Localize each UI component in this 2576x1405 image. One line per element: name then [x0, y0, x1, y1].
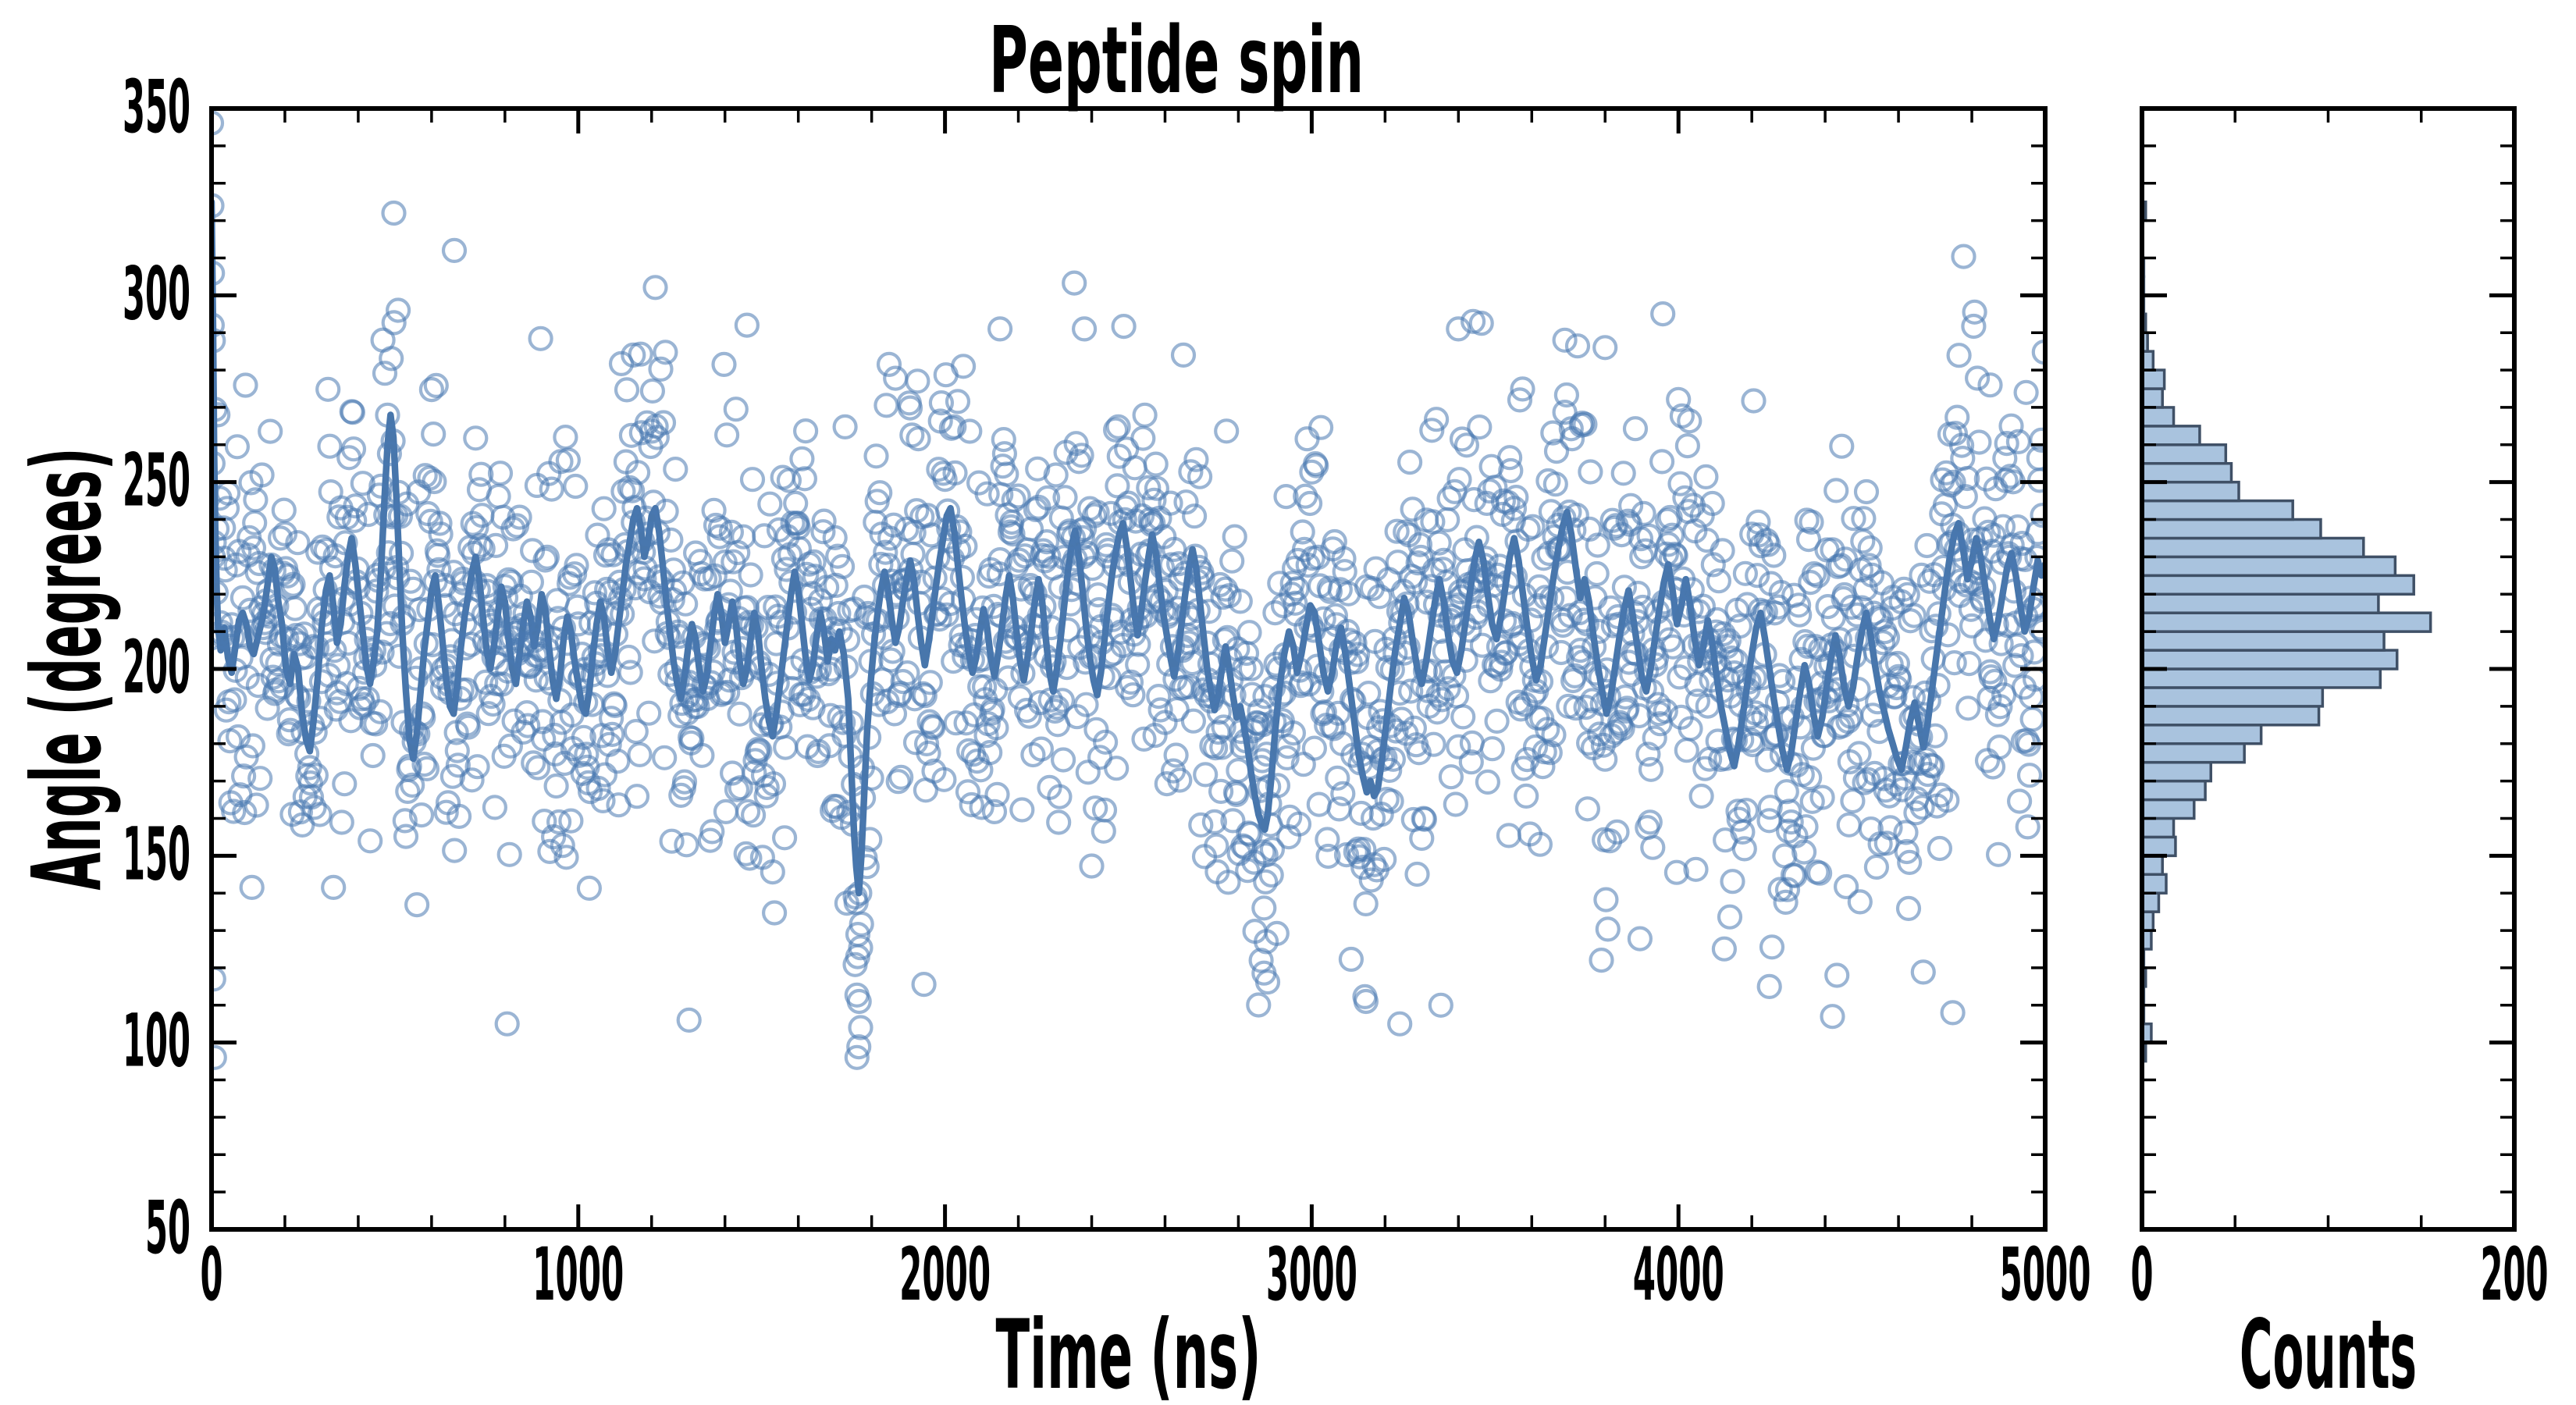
histogram-bar: [2142, 480, 2240, 503]
histogram-bar: [2142, 835, 2177, 858]
histogram-bar: [2142, 387, 2164, 409]
histogram-bars: [2142, 200, 2432, 1063]
x-tick-label: 1000: [532, 1232, 624, 1318]
y-tick-label: 350: [123, 65, 190, 150]
y-tick-label: 150: [123, 812, 190, 897]
y-tick-label: 200: [123, 625, 190, 710]
scatter-outlier-point: [381, 200, 407, 226]
scatter-outlier-point: [1592, 335, 1618, 361]
histogram-bar: [2142, 368, 2166, 390]
x-tick-label: 5000: [2000, 1232, 2091, 1318]
histogram-bar: [2142, 873, 2168, 895]
histogram-bar: [2142, 667, 2382, 689]
x-tick-label: 3000: [1266, 1232, 1357, 1318]
scatter-outlier-point: [845, 944, 870, 969]
scatter-outlier-point: [987, 316, 1013, 342]
scatter-outlier-point: [212, 1044, 227, 1070]
scatter-outlier-point: [1387, 1011, 1413, 1037]
counts-tick-label: 0: [2131, 1232, 2154, 1318]
histogram-bar: [2142, 705, 2321, 727]
histogram-bar: [2142, 630, 2386, 652]
histogram-bar: [2142, 406, 2176, 428]
scatter-outlier-point: [386, 297, 411, 323]
scatter-outlier-point: [1940, 1000, 1966, 1026]
scatter-points: [212, 110, 2045, 1070]
scatter-outlier-point: [676, 1007, 702, 1033]
y-tick-label: 250: [123, 439, 190, 524]
scatter-outlier-point: [842, 884, 868, 910]
y-axis-label: Angle (degrees): [12, 448, 123, 891]
histogram-bar: [2142, 461, 2233, 484]
scatter-outlier-point: [1820, 1004, 1845, 1030]
histogram-bar: [2142, 592, 2380, 614]
scatter-outlier-point: [848, 1015, 873, 1040]
histogram-bar: [2142, 574, 2415, 596]
histogram-bar: [2142, 499, 2294, 521]
scatter-outlier-point: [1756, 973, 1782, 1000]
scatter-outlier-point: [846, 988, 872, 1015]
scatter-outlier-point: [1977, 372, 2003, 398]
histogram-bar: [2142, 555, 2397, 578]
scatter-outlier-point: [950, 354, 977, 379]
histogram-bar: [2142, 891, 2161, 913]
scatter-outlier-point: [1353, 988, 1379, 1015]
scatter-outlier-point: [441, 237, 468, 263]
x-tick-label: 2000: [899, 1232, 991, 1318]
scatter-outlier-point: [1251, 839, 1276, 865]
histogram-bar: [2142, 536, 2365, 559]
scatter-outlier-point: [1446, 316, 1471, 342]
scatter-outlier-point: [1253, 869, 1279, 895]
x-tick-label: 0: [201, 1232, 223, 1318]
x-axis-label: Time (ns): [996, 1300, 1261, 1405]
scatter-outlier-point: [1428, 992, 1453, 1018]
histogram-bar: [2142, 798, 2196, 820]
histogram-bar: [2142, 742, 2246, 764]
scatter-outlier-point: [494, 1011, 520, 1037]
scatter-outlier-point: [734, 312, 760, 338]
scatter-outlier-point: [844, 1044, 870, 1070]
scatter-outlier-point: [1251, 895, 1277, 921]
histogram-bar: [2142, 611, 2432, 633]
histogram-bar: [2142, 518, 2322, 540]
histogram-bar: [2142, 854, 2164, 877]
scatter-outlier-point: [1170, 342, 1197, 368]
histogram-bar: [2142, 779, 2207, 802]
scatter-outlier-point: [1071, 316, 1098, 342]
axis-ticks: [209, 106, 2517, 1232]
scatter-outlier-point: [1824, 962, 1850, 988]
y-tick-label: 300: [123, 251, 190, 336]
counts-tick-label: 200: [2481, 1232, 2549, 1318]
histogram-bar: [2142, 724, 2263, 745]
x-tick-label: 4000: [1633, 1232, 1724, 1318]
histogram-bar: [2142, 649, 2399, 670]
scatter-outlier-point: [1552, 327, 1578, 353]
histogram-bar: [2142, 425, 2201, 446]
y-tick-label: 100: [123, 999, 190, 1084]
scatter-outlier-point: [2013, 379, 2039, 405]
histogram-bar: [2142, 816, 2176, 839]
histogram-bar: [2142, 760, 2212, 783]
scatter-outlier-point: [1253, 929, 1279, 955]
histogram-bar: [2142, 686, 2325, 708]
counts-axis-label: Counts: [2240, 1300, 2417, 1405]
histogram-bar: [2142, 443, 2228, 465]
chart-title: Peptide spin: [989, 6, 1364, 114]
scatter-outlier-point: [621, 342, 646, 368]
y-tick-label: 50: [145, 1186, 190, 1271]
